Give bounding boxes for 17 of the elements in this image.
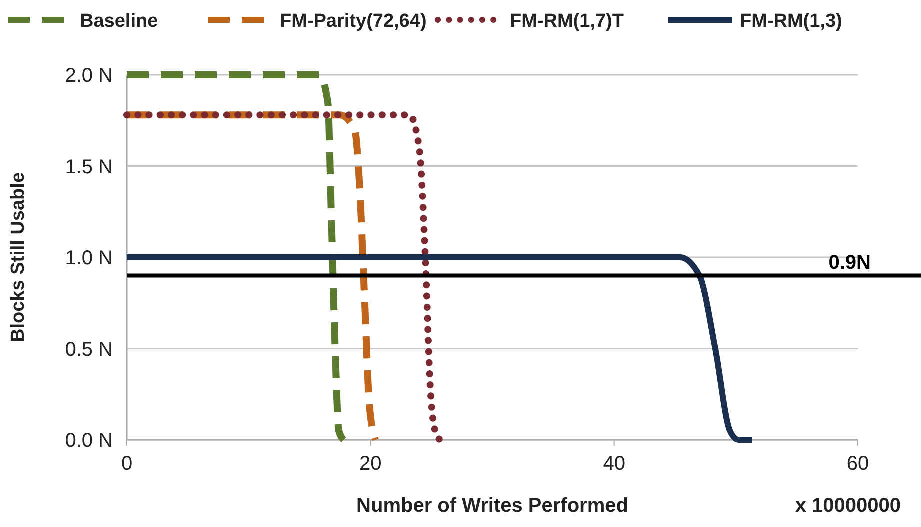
legend-label: FM-RM(1,7)T bbox=[510, 11, 624, 32]
text: x 10000000 bbox=[795, 495, 901, 517]
x-tick-label: 20 bbox=[360, 453, 382, 475]
x-axis-title: Number of Writes Performed bbox=[356, 495, 628, 517]
y-tick-label: 0.0 N bbox=[65, 430, 113, 452]
x-tick-label: 0 bbox=[121, 453, 133, 475]
y-tick-label: 1.0 N bbox=[65, 248, 113, 270]
x-tick-label: 60 bbox=[846, 453, 870, 475]
y-tick-label: 0.5 N bbox=[65, 338, 113, 361]
legend-label: FM-RM(1,3) bbox=[740, 11, 842, 32]
y-tick-label: 1.5 N bbox=[65, 156, 113, 178]
x-tick-label: 40 bbox=[603, 453, 626, 475]
ref-line-label: 0.9N bbox=[828, 252, 871, 274]
y-axis-title: Blocks Still Usable bbox=[8, 172, 29, 343]
legend-label: FM-Parity(72,64) bbox=[280, 11, 427, 32]
y-tick-label: 2.0 N bbox=[65, 65, 113, 87]
legend-label: Baseline bbox=[80, 11, 158, 32]
